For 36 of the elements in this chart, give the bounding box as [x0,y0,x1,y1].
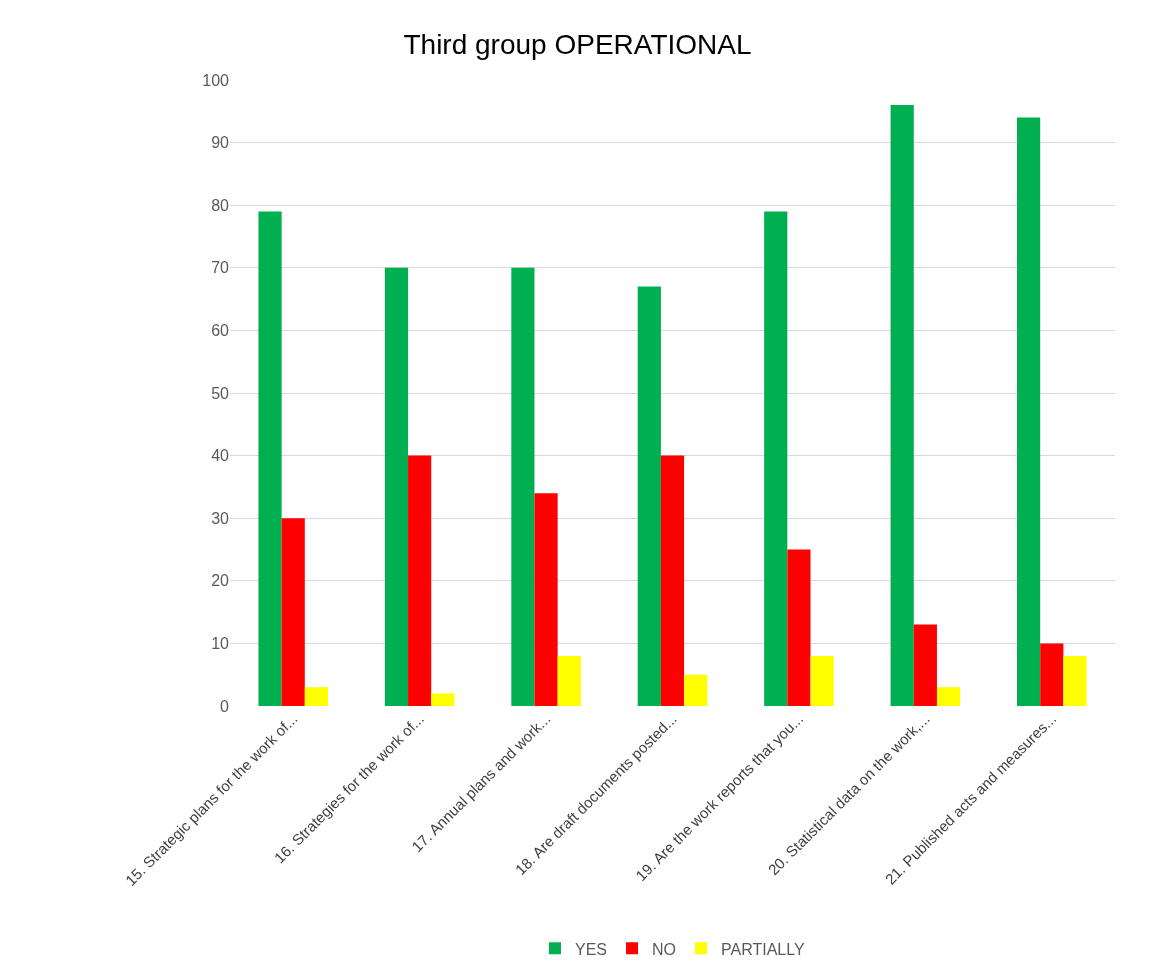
bar [304,687,328,706]
bar [431,693,455,706]
y-tick-label: 100 [202,71,230,89]
y-tick-label: 30 [211,509,230,527]
bar [684,674,708,706]
bar [913,624,937,706]
bar [660,455,685,706]
bar [890,105,914,706]
bar [936,687,961,706]
legend-label: YES [575,940,608,958]
bar [637,286,661,706]
y-tick-label: 70 [211,259,230,277]
y-tick-label: 40 [211,447,230,465]
y-tick-label: 20 [211,572,230,590]
bar [1040,643,1064,706]
bar [1063,655,1087,706]
bar [534,493,558,706]
y-tick-label: 0 [220,697,230,715]
y-tick-label: 60 [211,322,230,339]
bar [408,455,432,706]
bar [281,518,305,706]
bar [1017,117,1041,706]
bar [258,211,282,706]
y-tick-label: 90 [211,134,230,152]
y-tick-label: 50 [211,384,230,402]
bar [557,655,581,706]
bar [810,655,834,706]
legend-label: PARTIALLY [721,940,805,958]
bar [384,267,409,706]
legend-label: NO [652,940,677,958]
bar [764,211,788,706]
chart-title: Third group OPERATIONAL [403,28,752,60]
y-tick-label: 80 [211,196,230,214]
y-tick-label: 10 [211,635,230,652]
bar [511,267,535,706]
bar [787,549,811,706]
